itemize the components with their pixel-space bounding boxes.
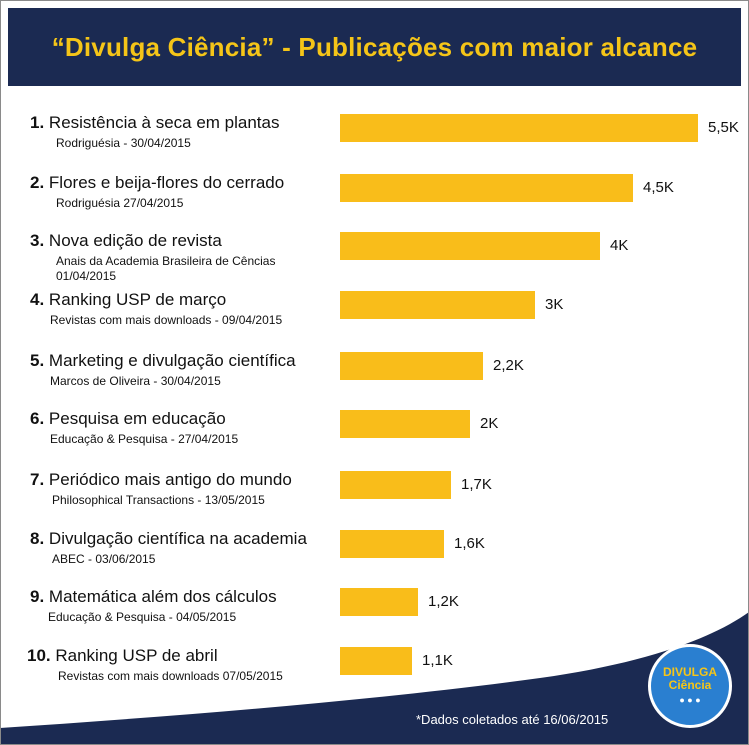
bar-label: 8. Divulgação científica na academia bbox=[30, 529, 307, 549]
logo-text-line2: Ciência bbox=[668, 678, 712, 692]
rank-number: 5. bbox=[30, 351, 45, 370]
bar bbox=[340, 588, 418, 616]
data-label: 3K bbox=[545, 296, 564, 313]
rank-number: 1. bbox=[30, 113, 45, 132]
bar bbox=[340, 174, 633, 202]
publication-subtitle: Anais da Academia Brasileira de Cências … bbox=[56, 254, 276, 283]
bar-label: 4. Ranking USP de março bbox=[30, 290, 226, 310]
bar-label: 7. Periódico mais antigo do mundo bbox=[30, 470, 292, 490]
data-label: 1,2K bbox=[428, 593, 459, 610]
rank-number: 3. bbox=[30, 231, 45, 250]
bar bbox=[340, 471, 451, 499]
publication-title: Divulgação científica na academia bbox=[48, 529, 307, 548]
bar bbox=[340, 114, 698, 142]
data-label: 5,5K bbox=[708, 119, 739, 136]
rank-number: 9. bbox=[30, 587, 45, 606]
logo-heads-icon: ● ● ● bbox=[679, 695, 701, 705]
divulga-ciencia-logo: DIVULGA Ciência ● ● ● bbox=[648, 644, 732, 728]
bar bbox=[340, 530, 444, 558]
rank-number: 4. bbox=[30, 290, 45, 309]
rank-number: 2. bbox=[30, 173, 45, 192]
page-title: “Divulga Ciência” - Publicações com maio… bbox=[51, 31, 698, 62]
publication-subtitle: ABEC - 03/06/2015 bbox=[52, 552, 156, 566]
data-label: 1,6K bbox=[454, 535, 485, 552]
data-label: 4,5K bbox=[643, 179, 674, 196]
publication-title: Ranking USP de abril bbox=[55, 646, 218, 665]
rank-number: 6. bbox=[30, 409, 45, 428]
footnote: *Dados coletados até 16/06/2015 bbox=[416, 712, 609, 727]
publication-subtitle: Marcos de Oliveira - 30/04/2015 bbox=[50, 374, 221, 388]
publication-title: Resistência à seca em plantas bbox=[48, 113, 280, 132]
logo-text-line1: DIVULGA bbox=[663, 665, 717, 679]
publication-title: Matemática além dos cálculos bbox=[48, 587, 277, 606]
publication-title: Pesquisa em educação bbox=[48, 409, 226, 428]
publication-subtitle: Rodriguésia 27/04/2015 bbox=[56, 196, 184, 210]
publication-subtitle: Philosophical Transactions - 13/05/2015 bbox=[52, 493, 265, 507]
data-label: 4K bbox=[610, 237, 629, 254]
bar-label: 9. Matemática além dos cálculos bbox=[30, 587, 277, 607]
bar bbox=[340, 410, 470, 438]
publication-subtitle: Educação & Pesquisa - 04/05/2015 bbox=[48, 610, 237, 624]
bar bbox=[340, 352, 483, 380]
rank-number: 10. bbox=[27, 646, 51, 665]
publication-subtitle: Revistas com mais downloads - 09/04/2015 bbox=[50, 313, 283, 327]
publication-subtitle: Rodriguésia - 30/04/2015 bbox=[56, 136, 191, 150]
publication-title: Marketing e divulgação científica bbox=[48, 351, 296, 370]
publication-title: Ranking USP de março bbox=[48, 290, 227, 309]
data-label: 1,7K bbox=[461, 476, 492, 493]
bar bbox=[340, 232, 600, 260]
bar-label: 1. Resistência à seca em plantas bbox=[30, 113, 279, 133]
data-label: 2,2K bbox=[493, 357, 524, 374]
bar-label: 10. Ranking USP de abril bbox=[27, 646, 218, 666]
data-label: 2K bbox=[480, 415, 499, 432]
publication-subtitle: Revistas com mais downloads 07/05/2015 bbox=[58, 669, 283, 683]
publication-subtitle: Educação & Pesquisa - 27/04/2015 bbox=[50, 432, 239, 446]
bar-label: 5. Marketing e divulgação científica bbox=[30, 351, 296, 371]
publication-title: Periódico mais antigo do mundo bbox=[48, 470, 292, 489]
data-label: 1,1K bbox=[422, 652, 453, 669]
rank-number: 7. bbox=[30, 470, 45, 489]
bar-label: 6. Pesquisa em educação bbox=[30, 409, 226, 429]
publication-title: Flores e beija-flores do cerrado bbox=[48, 173, 285, 192]
publication-title: Nova edição de revista bbox=[48, 231, 222, 250]
bar-label: 2. Flores e beija-flores do cerrado bbox=[30, 173, 284, 193]
bar bbox=[340, 647, 412, 675]
rank-number: 8. bbox=[30, 529, 45, 548]
bar bbox=[340, 291, 535, 319]
bar-label: 3. Nova edição de revista bbox=[30, 231, 222, 251]
header-banner: “Divulga Ciência” - Publicações com maio… bbox=[8, 8, 741, 86]
